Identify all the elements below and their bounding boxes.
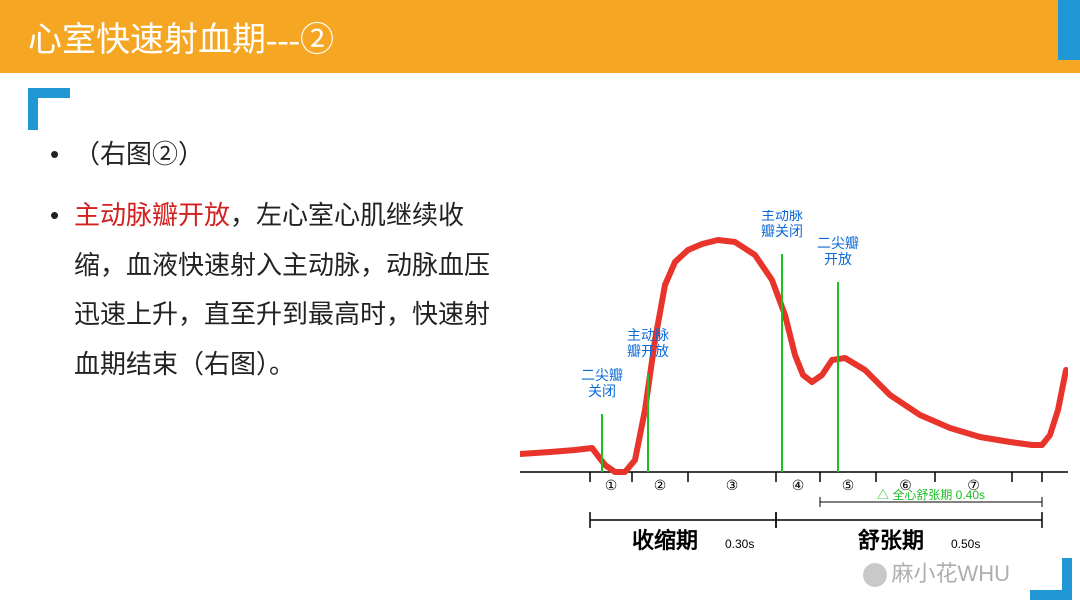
svg-text:主动脉: 主动脉 — [761, 210, 803, 224]
pressure-curve-diagram: 二尖瓣关闭主动脉瓣开放主动脉瓣关闭二尖瓣开放①②③④⑤⑥⑦△ 全心舒张期 0.4… — [520, 210, 1068, 570]
svg-text:二尖瓣: 二尖瓣 — [581, 368, 623, 384]
svg-text:③: ③ — [726, 477, 739, 493]
corner-decoration-tl — [28, 88, 70, 130]
svg-text:0.50s: 0.50s — [951, 537, 980, 551]
svg-text:瓣关闭: 瓣关闭 — [761, 224, 803, 240]
accent-bar — [1058, 0, 1080, 60]
svg-text:主动脉: 主动脉 — [627, 328, 669, 344]
svg-text:关闭: 关闭 — [588, 384, 616, 400]
svg-text:②: ② — [654, 477, 667, 493]
bullet-2: 主动脉瓣开放，左心室心肌继续收缩，血液快速射入主动脉，动脉血压迅速上升，直至升到… — [50, 191, 510, 389]
svg-text:收缩期: 收缩期 — [632, 528, 698, 553]
svg-text:二尖瓣: 二尖瓣 — [817, 236, 859, 252]
svg-text:0.30s: 0.30s — [725, 537, 754, 551]
bullet-1: （右图②） — [50, 130, 510, 179]
svg-text:开放: 开放 — [824, 252, 852, 268]
svg-text:瓣开放: 瓣开放 — [627, 344, 669, 360]
watermark: 麻小花WHU — [863, 556, 1010, 588]
svg-text:⑤: ⑤ — [842, 477, 855, 493]
svg-text:①: ① — [605, 477, 618, 493]
wechat-icon — [863, 563, 887, 587]
svg-text:△ 全心舒张期 0.40s: △ 全心舒张期 0.40s — [877, 487, 985, 502]
chart-svg: 二尖瓣关闭主动脉瓣开放主动脉瓣关闭二尖瓣开放①②③④⑤⑥⑦△ 全心舒张期 0.4… — [520, 210, 1068, 570]
svg-text:④: ④ — [792, 477, 805, 493]
slide-title: 心室快速射血期---② — [0, 0, 1080, 73]
svg-text:舒张期: 舒张期 — [858, 528, 924, 553]
text-content: （右图②） 主动脉瓣开放，左心室心肌继续收缩，血液快速射入主动脉，动脉血压迅速上… — [50, 130, 510, 401]
